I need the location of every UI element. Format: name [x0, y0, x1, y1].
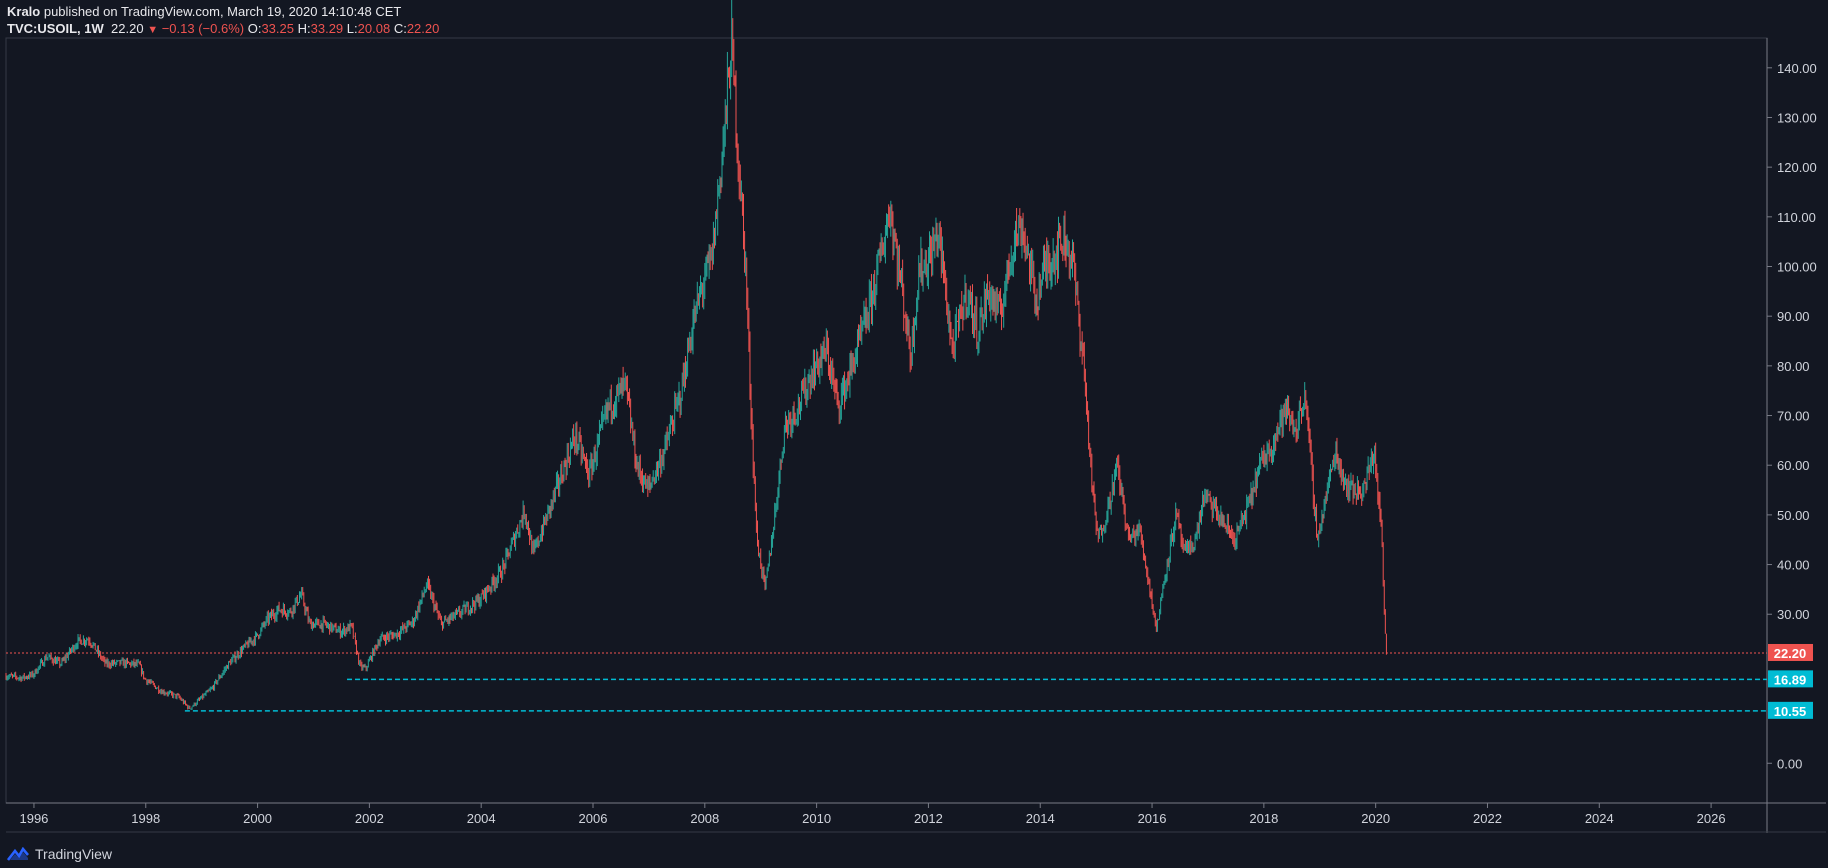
chart-frame	[5, 37, 1826, 833]
x-tick-label: 2016	[1138, 811, 1167, 826]
axis-price-tag	[1768, 670, 1813, 688]
open-value: 33.25	[261, 21, 294, 36]
x-tick-label: 2008	[690, 811, 719, 826]
y-tick-label: 100.00	[1777, 260, 1817, 275]
candles-layer	[5, 0, 1387, 710]
y-tick-label: 140.00	[1777, 61, 1817, 76]
x-tick-label: 2000	[243, 811, 272, 826]
horizontal-lines-layer	[6, 652, 1767, 712]
y-tick-label: 80.00	[1777, 359, 1810, 374]
close-value: 22.20	[406, 21, 440, 36]
y-tick-label: 70.00	[1777, 409, 1810, 424]
x-tick-label: 2004	[467, 811, 496, 826]
y-tick-label: 40.00	[1777, 558, 1810, 573]
x-tick-label: 2024	[1585, 811, 1614, 826]
x-tick-label: 2022	[1473, 811, 1502, 826]
axis-price-tag-text: 22.20	[1774, 646, 1807, 661]
y-tick-label: 30.00	[1777, 607, 1810, 622]
plot-border	[5, 37, 1768, 804]
y-tick-label: 0.00	[1777, 756, 1802, 771]
y-tick-label: 50.00	[1777, 508, 1810, 523]
x-tick-label: 2014	[1026, 811, 1055, 826]
x-tick-label: 1996	[19, 811, 48, 826]
x-tick-label: 1998	[131, 811, 160, 826]
axis-price-tag	[1768, 701, 1813, 719]
down-arrow-icon: ▼	[147, 24, 159, 36]
x-tick-label: 2026	[1697, 811, 1726, 826]
axis-price-tag-text: 16.89	[1774, 672, 1807, 687]
x-tick-label: 2020	[1361, 811, 1390, 826]
y-tick-label: 110.00	[1777, 210, 1816, 225]
high-value: 33.29	[310, 21, 344, 36]
author-name[interactable]: Kralo	[7, 4, 41, 19]
footer-brand[interactable]: TradingView	[7, 846, 112, 862]
x-tick-label: 2010	[802, 811, 831, 826]
high-label: H:	[297, 21, 311, 36]
x-tick-label: 2002	[355, 811, 384, 826]
low-value: 20.08	[357, 21, 391, 36]
x-tick-label: 2012	[914, 811, 943, 826]
price-labels-layer: 22.20 16.89 10.55	[1768, 643, 1813, 719]
symbol-legend: TVC:USOIL, 1W 22.20 ▼ −0.13 (−0.6%) O:33…	[7, 21, 439, 36]
y-tick-label: 120.00	[1777, 160, 1817, 175]
price-axis[interactable]: 140.00 130.00 120.00 110.00 100.00 90.00 80.00…	[1767, 61, 1817, 771]
time-axis[interactable]: 1996 1998 2000 2002 2004 2006 2008 2010 2012 2014…	[19, 803, 1726, 826]
x-tick-label: 2018	[1249, 811, 1278, 826]
y-tick-label: 130.00	[1777, 110, 1817, 125]
last-price: 22.20	[111, 21, 144, 36]
close-label: C:	[393, 21, 407, 36]
publish-text: published on TradingView.com, March 19, …	[40, 4, 402, 19]
symbol-title[interactable]: TVC:USOIL, 1W	[7, 21, 104, 36]
y-tick-label: 90.00	[1777, 309, 1810, 324]
axis-price-tag-text: 10.55	[1774, 704, 1807, 719]
price-change: −0.13 (−0.6%)	[161, 21, 245, 36]
low-label: L:	[346, 21, 358, 36]
publish-info: Kralo published on TradingView.com, Marc…	[7, 4, 401, 19]
tradingview-logo-icon	[7, 847, 29, 861]
open-label: O:	[247, 21, 262, 36]
x-tick-label: 2006	[579, 811, 608, 826]
brand-text: TradingView	[35, 846, 113, 862]
axis-price-tag	[1768, 643, 1813, 661]
y-tick-label: 60.00	[1777, 458, 1810, 473]
